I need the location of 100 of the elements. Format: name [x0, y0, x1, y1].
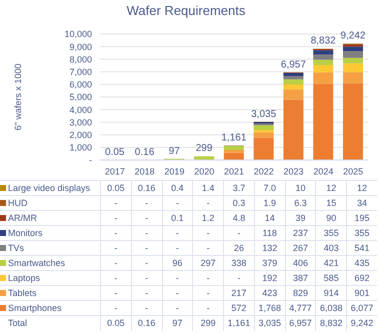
- data-label: 4,777: [285, 300, 316, 316]
- y-tick-label: 6,000: [69, 80, 92, 90]
- text: -: [206, 243, 210, 253]
- text: -: [176, 243, 179, 253]
- data-label: 6.3: [285, 196, 316, 210]
- text: -: [145, 273, 148, 283]
- data-label: 541: [346, 240, 377, 256]
- total-label: 3,035: [251, 108, 277, 120]
- legend-label: Laptops: [7, 272, 42, 285]
- text: -: [206, 198, 210, 208]
- text: -: [114, 303, 118, 313]
- text: -: [145, 213, 148, 223]
- text: -: [114, 213, 118, 223]
- y-tick-label: 7,000: [69, 66, 92, 77]
- text: -: [206, 303, 210, 313]
- data-label: 355: [316, 226, 347, 240]
- data-label: 379: [254, 256, 286, 270]
- y-tick-label: 8,000: [69, 54, 92, 64]
- data-label: 26: [224, 240, 254, 256]
- data-label: 12: [346, 180, 377, 196]
- data-label: 914: [316, 286, 347, 300]
- x-tick-label: 2020: [194, 166, 214, 176]
- data-label: 1,768: [254, 300, 286, 316]
- data-label: 118: [254, 226, 286, 240]
- text: -: [176, 288, 179, 298]
- y-tick-label: 4,000: [69, 104, 92, 115]
- data-label: 572: [224, 300, 254, 316]
- total-label: 97: [168, 146, 180, 157]
- text: -: [206, 273, 210, 283]
- x-tick-label: 2025: [343, 166, 364, 176]
- data-label: 90: [316, 210, 347, 226]
- data-label: 195: [346, 210, 377, 226]
- data-label: 12: [316, 180, 347, 196]
- data-label: 435: [346, 256, 377, 270]
- data-label: 14: [254, 210, 286, 226]
- y-tick-label: 3,000: [69, 117, 92, 128]
- text: -: [206, 228, 210, 238]
- text: 1,161: [228, 318, 250, 328]
- legend-label: Monitors: [7, 227, 44, 240]
- legend-label: Smartwatches: [7, 257, 66, 270]
- text: 97: [172, 318, 182, 328]
- text: -: [114, 258, 118, 268]
- text: -: [176, 303, 179, 313]
- text: -: [206, 288, 210, 298]
- data-label: 1.2: [192, 210, 224, 226]
- text: 299: [200, 318, 216, 328]
- data-label: 406: [285, 256, 316, 270]
- total-label: 0.16: [134, 147, 155, 158]
- y-tick-label: 5,000: [69, 92, 92, 102]
- data-label: 0.05: [100, 180, 132, 196]
- y-tick-label: 2,000: [69, 130, 92, 140]
- total-label: 6,957: [280, 59, 306, 70]
- data-label: 403: [316, 240, 347, 256]
- text: 9,242: [350, 318, 374, 328]
- x-tick-label: 2017: [104, 166, 125, 176]
- text: -: [176, 273, 179, 283]
- total-label: 0.05: [105, 147, 125, 158]
- x-tick-label: 2021: [224, 166, 244, 176]
- text: 0.16: [138, 318, 156, 328]
- legend-label: Tablets: [7, 287, 38, 300]
- y-tick-label: 1,000: [69, 142, 92, 153]
- data-label: 0.1: [162, 210, 193, 226]
- text: 0.05: [107, 318, 125, 328]
- data-label: 7.0: [254, 180, 286, 196]
- text: -: [145, 198, 148, 208]
- data-label: 237: [285, 226, 316, 240]
- data-label: 1.4: [192, 180, 224, 196]
- data-label: 0.3: [224, 196, 254, 210]
- y-tick-label: -: [89, 155, 92, 166]
- text: -: [145, 258, 148, 268]
- data-label: 423: [254, 286, 286, 300]
- data-label: 338: [224, 256, 254, 270]
- total-label: 8,832: [310, 36, 336, 47]
- data-label: 10: [285, 180, 316, 196]
- legend-label: Smartphones: [7, 302, 63, 315]
- y-axis-title: 6" wafers x 1000: [13, 64, 24, 130]
- data-label: 355: [346, 226, 377, 240]
- x-tick-label: 2024: [313, 166, 334, 176]
- text: -: [114, 288, 118, 298]
- data-label: 217: [224, 286, 254, 300]
- y-tick-label: 9,000: [69, 42, 92, 52]
- data-label: 387: [285, 270, 316, 286]
- text: -: [114, 198, 118, 208]
- text: -: [145, 288, 148, 298]
- total-label: 9,242: [340, 30, 366, 42]
- data-label: 3.7: [224, 180, 254, 196]
- data-label: 0.4: [162, 180, 193, 196]
- text: 6,957: [289, 318, 312, 328]
- x-tick-label: 2019: [164, 166, 184, 176]
- data-label: 421: [316, 256, 347, 270]
- text: 8,832: [320, 318, 342, 328]
- data-label: 192: [254, 270, 286, 286]
- data-label: 901: [346, 286, 377, 300]
- legend-label: HUD: [7, 197, 28, 210]
- y-tick-label: 10,000: [64, 29, 92, 40]
- data-label: 6,077: [346, 300, 377, 316]
- text: -: [237, 228, 240, 238]
- data-label: 96: [162, 256, 193, 270]
- text: -: [145, 303, 148, 313]
- text: 3,035: [258, 318, 281, 328]
